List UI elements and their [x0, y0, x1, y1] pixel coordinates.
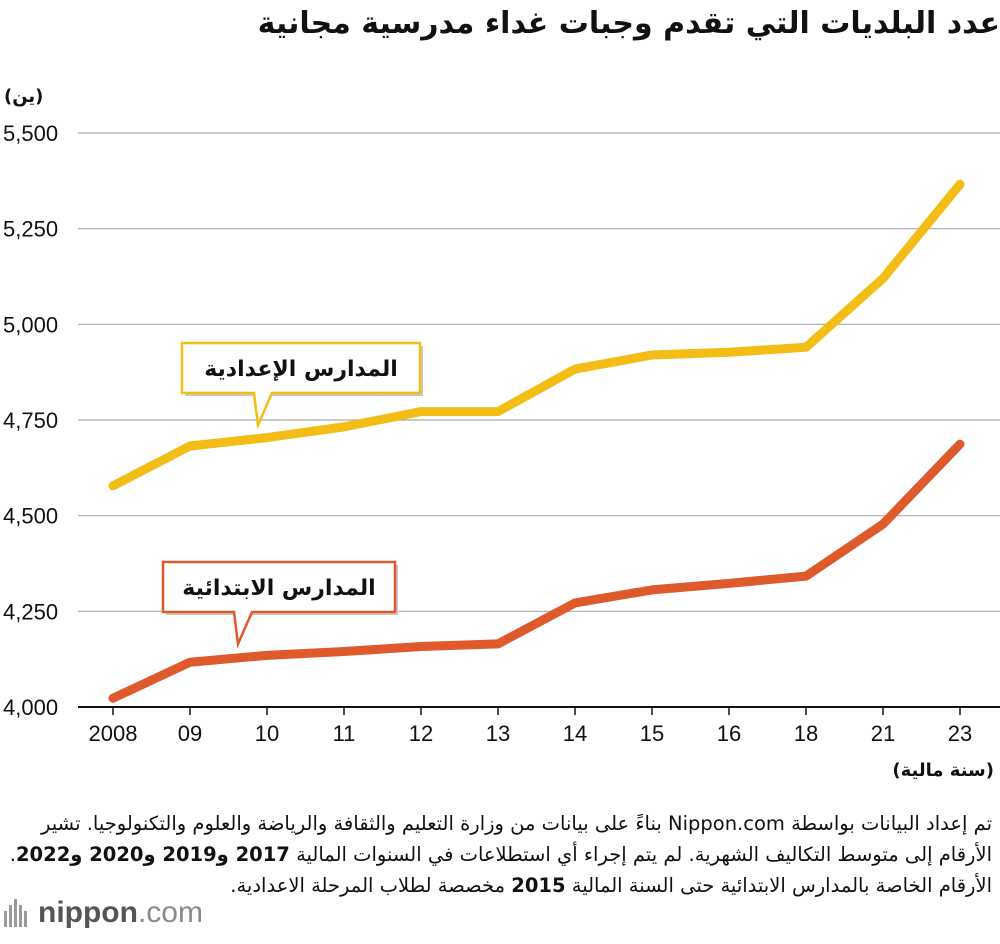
- y-tick-label: 4,000: [3, 695, 58, 720]
- x-tick-label: 10: [255, 721, 279, 746]
- y-tick-label: 5,250: [3, 217, 58, 242]
- callout-box: [161, 560, 397, 649]
- note-part-2: . الأرقام الخاصة بالمدارس الابتدائية حتى…: [9, 843, 992, 897]
- series-callout-junior_high: المدارس الإعدادية: [180, 341, 423, 430]
- series-line-junior_high: [108, 179, 965, 491]
- series-line-elementary: [108, 439, 965, 703]
- x-tick-label: 11: [333, 721, 356, 746]
- logo-bold: nippon: [38, 896, 138, 929]
- series-label: المدارس الابتدائية: [182, 576, 375, 601]
- x-tick-label: 21: [871, 721, 895, 746]
- x-tick-label: 2008: [89, 721, 138, 746]
- y-axis-unit: (ين): [4, 86, 44, 107]
- note-part-3: مخصصة لطلاب المرحلة الاعدادية.: [230, 874, 512, 897]
- y-tick-label: 4,250: [3, 599, 58, 624]
- x-tick-label: 09: [178, 721, 202, 746]
- x-tick-label: 23: [948, 721, 972, 746]
- note-years: 2017 و2019 و2020 و2022: [15, 843, 290, 866]
- y-tick-label: 5,000: [3, 312, 58, 337]
- y-tick-label: 4,500: [3, 504, 58, 529]
- nippon-flame-icon: [4, 899, 27, 927]
- series-label: المدارس الإعدادية: [204, 357, 398, 382]
- note-year-2015: 2015: [511, 874, 566, 897]
- x-tick-label: 15: [640, 721, 664, 746]
- x-tick-label: 18: [794, 721, 818, 746]
- note-part-1: تم إعداد البيانات بواسطة Nippon.com بناء…: [41, 812, 992, 866]
- callout-box: [180, 341, 422, 430]
- line-chart: 4,000 4,250 4,500 4,750 5,000 5,250 5,500 2008 0…: [3, 121, 1000, 746]
- logo-text: nippon.com: [38, 896, 203, 930]
- nippon-logo: nippon.com: [2, 896, 203, 930]
- y-tick-label: 4,750: [3, 408, 58, 433]
- x-axis-unit: (سنة مالية): [892, 760, 994, 781]
- series-callout-elementary: المدارس الابتدائية: [161, 560, 398, 649]
- logo-rest: .com: [137, 896, 203, 929]
- x-tick-label: 16: [717, 721, 741, 746]
- y-tick-label: 5,500: [3, 121, 58, 146]
- chart-title: عدد البلديات التي تقدم وجبات غداء مدرسية…: [257, 6, 1000, 41]
- x-tick-label: 13: [486, 721, 510, 746]
- source-note: تم إعداد البيانات بواسطة Nippon.com بناء…: [7, 808, 992, 901]
- x-tick-label: 12: [409, 721, 433, 746]
- x-tick-label: 14: [563, 721, 587, 746]
